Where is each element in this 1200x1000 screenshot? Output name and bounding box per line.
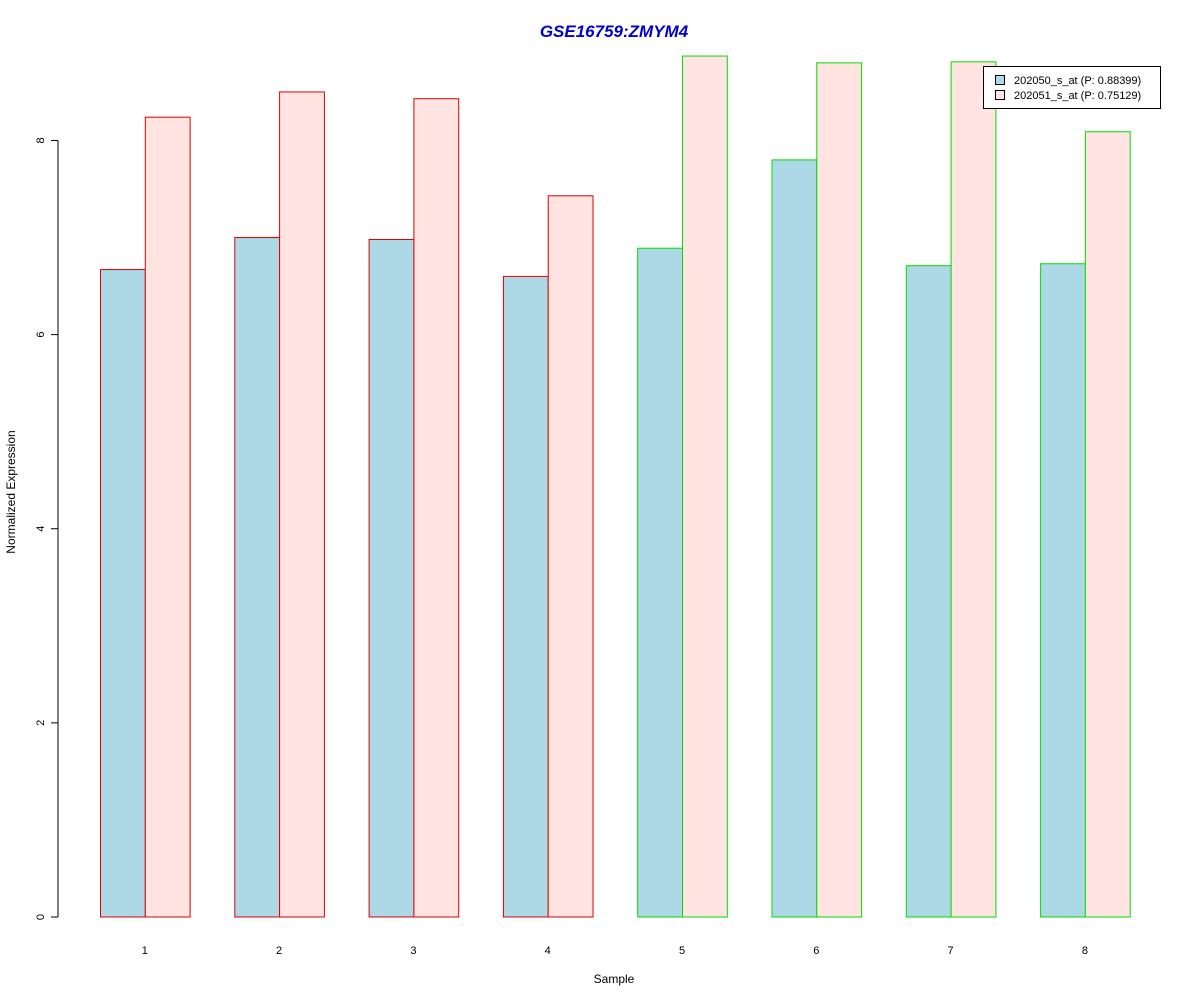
bar-series1-sample-7 [905,265,952,918]
bar-series2-sample-7 [950,61,997,918]
x-axis-label: Sample [594,972,635,986]
bar-series2-sample-1 [144,116,191,918]
y-tick-label: 0 [35,914,47,920]
bars [100,55,1131,918]
legend-entry-label: 202051_s_at (P: 0.75129) [1014,90,1141,102]
bar-series2-sample-5 [682,55,728,918]
bar-series1-sample-3 [368,238,415,918]
bar-series1-sample-8 [1040,263,1086,918]
y-tick-label: 4 [35,526,47,532]
bar-series2-sample-2 [279,91,325,918]
x-tick-label: 8 [1082,945,1088,957]
chart-title: GSE16759:ZMYM4 [540,22,689,41]
x-axis-tick-labels: 1 2 3 4 5 6 7 8 [142,945,1088,957]
legend-swatch [995,90,1005,100]
y-axis: 0 2 4 6 8 [35,137,59,920]
y-axis-label: Normalized Expression [4,430,18,553]
y-tick-label: 2 [35,720,47,726]
x-tick-label: 1 [142,945,148,957]
x-tick-label: 3 [410,945,416,957]
y-tick-label: 6 [35,332,47,338]
x-tick-label: 2 [276,945,282,957]
x-tick-label: 4 [545,945,551,957]
bar-series1-sample-2 [234,237,281,918]
x-tick-label: 6 [813,945,819,957]
bar-series1-sample-4 [502,275,549,918]
legend-swatch [995,75,1005,85]
bar-series1-sample-6 [771,159,818,918]
legend-box [983,66,1161,109]
bar-series2-sample-4 [547,195,594,918]
bar-series1-sample-1 [100,269,146,918]
bar-series2-sample-3 [413,98,460,918]
x-tick-label: 7 [948,945,954,957]
legend-entry-label: 202050_s_at (P: 0.88399) [1014,75,1141,87]
bar-series2-sample-8 [1084,131,1131,918]
bar-series2-sample-6 [816,62,863,918]
bar-series1-sample-5 [637,247,684,918]
legend: 202050_s_at (P: 0.88399) 202051_s_at (P: … [983,66,1161,109]
y-tick-label: 8 [35,137,47,143]
x-tick-label: 5 [679,945,685,957]
